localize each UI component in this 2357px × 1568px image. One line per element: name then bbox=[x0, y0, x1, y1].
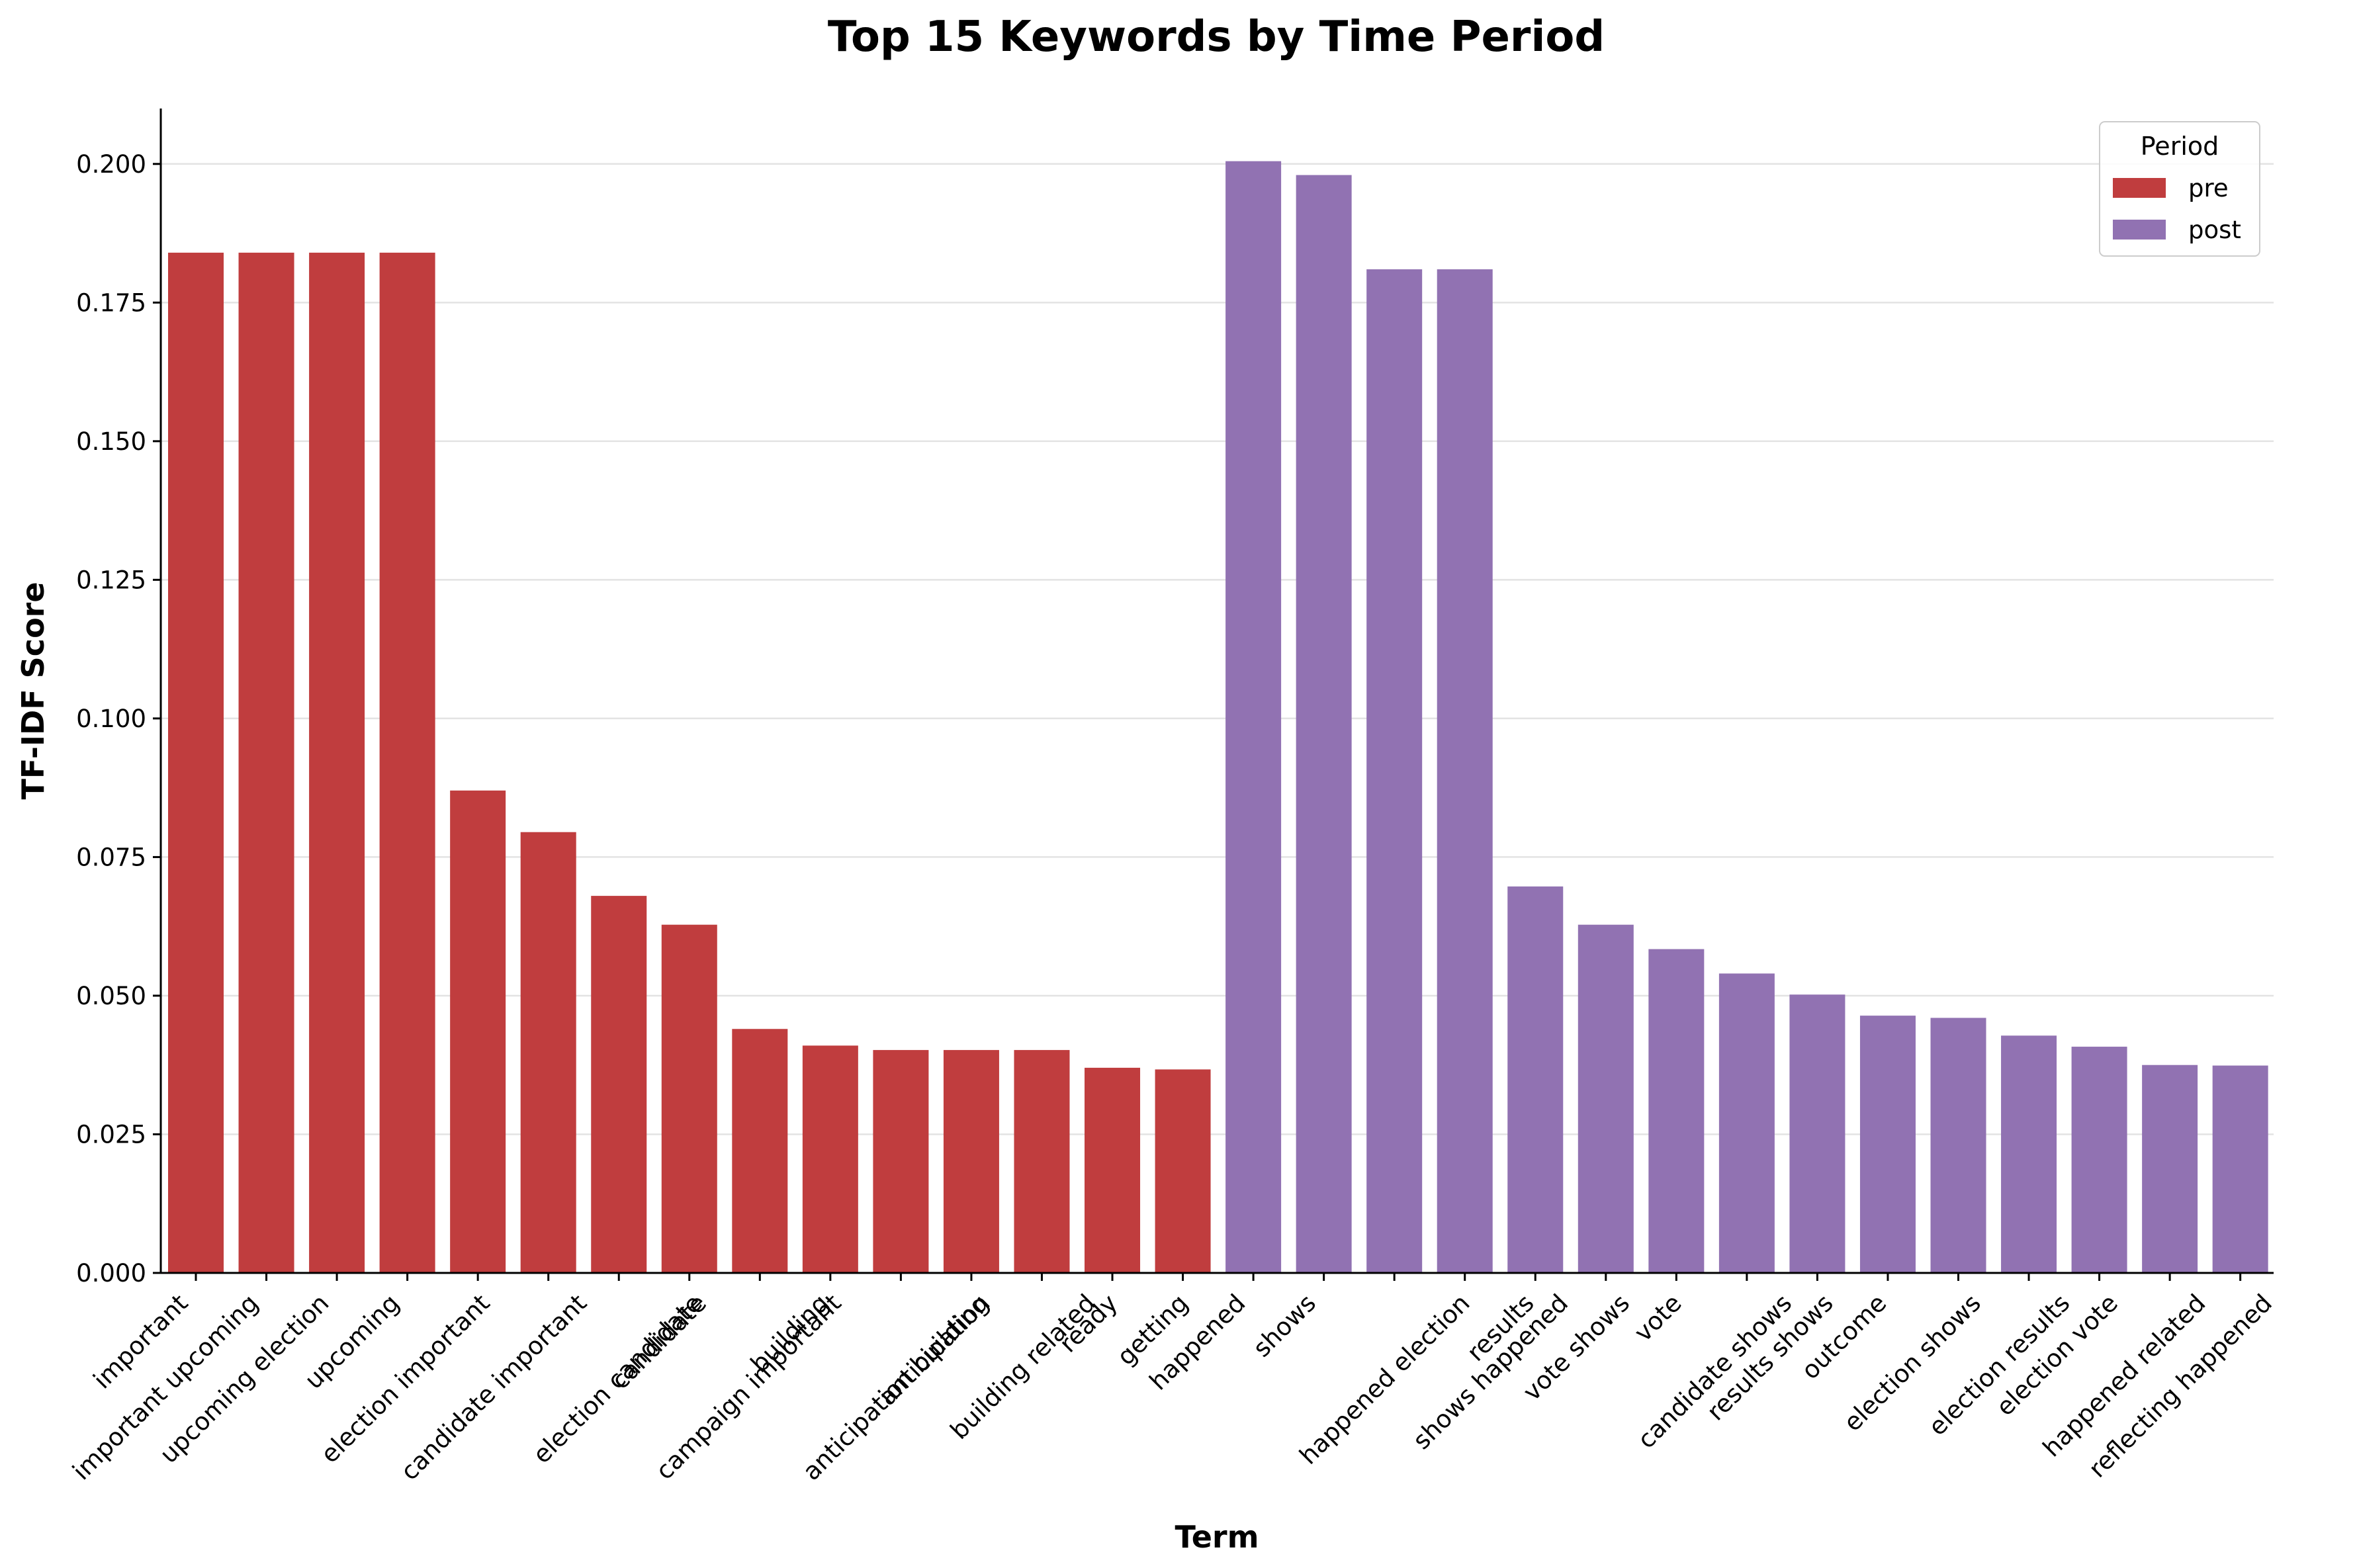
bar-pre bbox=[943, 1050, 999, 1273]
y-tick-label: 0.000 bbox=[76, 1259, 146, 1287]
legend-label-pre: pre bbox=[2188, 174, 2229, 202]
bar-pre bbox=[168, 252, 224, 1273]
x-tick-label: candidate bbox=[606, 1289, 712, 1395]
chart-title: Top 15 Keywords by Time Period bbox=[828, 13, 1605, 62]
gridlines bbox=[161, 163, 2274, 1135]
bar-post bbox=[1859, 1016, 1916, 1273]
bar-pre bbox=[450, 790, 506, 1273]
bar-post bbox=[2142, 1065, 2198, 1273]
bar-pre bbox=[732, 1029, 788, 1273]
bar-pre bbox=[520, 832, 576, 1273]
y-tick-label: 0.025 bbox=[76, 1120, 146, 1149]
bar-post bbox=[2071, 1047, 2127, 1273]
x-tick-label: vote bbox=[1628, 1289, 1687, 1347]
bar-post bbox=[1930, 1018, 1986, 1273]
bar-post bbox=[1789, 994, 1846, 1273]
bar-pre bbox=[802, 1045, 858, 1273]
bar-post bbox=[2212, 1065, 2268, 1273]
bar-post bbox=[1718, 973, 1775, 1273]
y-tick-label: 0.100 bbox=[76, 705, 146, 733]
bar-pre bbox=[379, 252, 435, 1273]
bar-post bbox=[1437, 269, 1493, 1273]
y-tick-label: 0.200 bbox=[76, 150, 146, 179]
y-axis-title: TF-IDF Score bbox=[15, 582, 51, 799]
bars bbox=[168, 161, 2268, 1274]
bar-post bbox=[1578, 924, 1634, 1273]
bar-pre bbox=[591, 896, 647, 1273]
bar-post bbox=[2001, 1035, 2057, 1273]
bar-post bbox=[1648, 949, 1705, 1273]
y-tick-label: 0.150 bbox=[76, 427, 146, 456]
bar-pre bbox=[309, 252, 365, 1273]
legend: Period pre post bbox=[2099, 121, 2260, 257]
bar-pre bbox=[1085, 1067, 1141, 1273]
y-ticks: 0.000 0.025 0.050 0.075 0.100 0.125 0.150 0.175… bbox=[76, 150, 161, 1287]
bar-post bbox=[1225, 161, 1282, 1274]
bar-pre bbox=[1155, 1069, 1211, 1273]
y-tick-label: 0.175 bbox=[76, 288, 146, 317]
x-axis-title: Term bbox=[1175, 1519, 1259, 1555]
bar-pre bbox=[661, 924, 717, 1273]
bar-pre bbox=[1014, 1050, 1070, 1273]
bar-post bbox=[1296, 175, 1352, 1274]
x-tick-label: happened election bbox=[1294, 1289, 1476, 1470]
legend-label-post: post bbox=[2188, 216, 2241, 244]
legend-title: Period bbox=[2141, 132, 2219, 161]
bar-post bbox=[1507, 886, 1564, 1273]
y-tick-label: 0.075 bbox=[76, 843, 146, 871]
y-tick-label: 0.050 bbox=[76, 982, 146, 1010]
x-tick-label: shows bbox=[1247, 1289, 1321, 1363]
y-tick-label: 0.125 bbox=[76, 566, 146, 594]
legend-swatch-post bbox=[2113, 220, 2166, 240]
x-tick-label: election important bbox=[316, 1289, 496, 1469]
x-tick-label: candidate important bbox=[395, 1289, 592, 1486]
bar-pre bbox=[873, 1050, 929, 1273]
bar-post bbox=[1366, 269, 1423, 1273]
bar-pre bbox=[238, 252, 294, 1273]
legend-swatch-pre bbox=[2113, 178, 2166, 198]
